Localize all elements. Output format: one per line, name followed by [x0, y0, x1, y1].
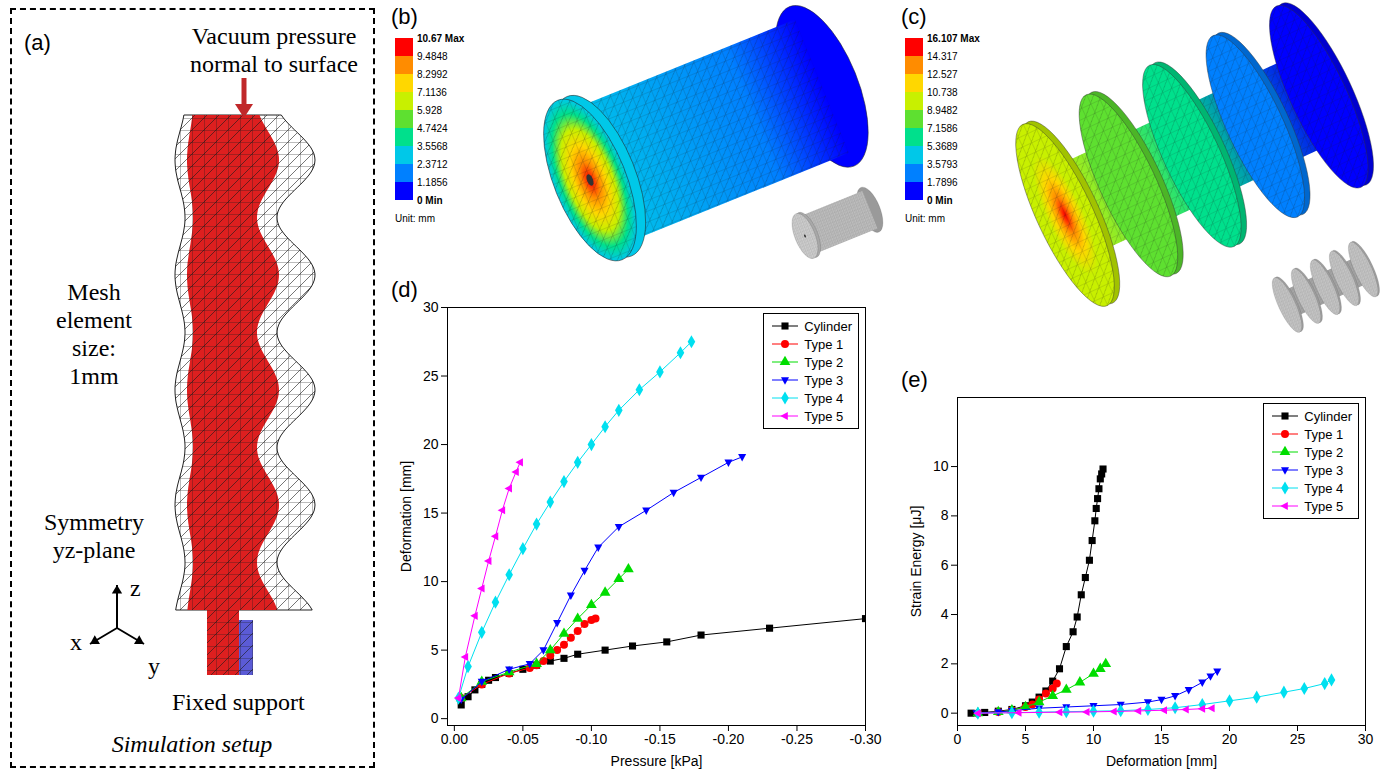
svg-text:Strain Energy [μJ]: Strain Energy [μJ] — [908, 506, 924, 618]
svg-text:5: 5 — [431, 642, 439, 658]
svg-text:10: 10 — [1086, 731, 1102, 747]
html-text:Type 2: Type 2 — [1304, 444, 1344, 460]
svg-text:10: 10 — [933, 458, 949, 474]
html-text:Type 4: Type 4 — [1304, 480, 1344, 496]
svg-text:-0.30: -0.30 — [850, 731, 882, 747]
svg-text:x: x — [70, 629, 82, 655]
svg-text:element: element — [56, 307, 132, 333]
html-text:Type 2: Type 2 — [804, 354, 844, 370]
svg-text:normal to surface: normal to surface — [190, 51, 358, 77]
svg-text:25: 25 — [1290, 731, 1306, 747]
svg-text:z: z — [130, 575, 141, 601]
svg-text:Deformation [mm]: Deformation [mm] — [398, 461, 414, 572]
svg-text:7.1136: 7.1136 — [417, 87, 447, 98]
svg-text:25: 25 — [423, 368, 439, 384]
svg-text:1mm: 1mm — [69, 363, 119, 389]
svg-text:20: 20 — [1222, 731, 1238, 747]
svg-text:(a): (a) — [24, 30, 51, 55]
svg-text:-0.20: -0.20 — [712, 731, 744, 747]
svg-text:-0.15: -0.15 — [644, 731, 676, 747]
svg-text:Deformation [mm]: Deformation [mm] — [1106, 753, 1217, 769]
svg-text:10.67 Max: 10.67 Max — [417, 33, 465, 44]
svg-text:Mesh: Mesh — [67, 279, 120, 305]
svg-text:9.4848: 9.4848 — [417, 51, 448, 62]
svg-text:0: 0 — [954, 731, 962, 747]
svg-text:20: 20 — [423, 436, 439, 452]
svg-text:Unit: mm: Unit: mm — [905, 213, 945, 224]
svg-text:size:: size: — [72, 335, 116, 361]
svg-text:(b): (b) — [391, 4, 418, 29]
html-text:Type 4: Type 4 — [804, 390, 844, 406]
svg-text:Simulation setup: Simulation setup — [112, 731, 273, 757]
svg-text:y: y — [148, 653, 160, 679]
html-text:Type 3: Type 3 — [1304, 462, 1344, 478]
html-text:Type 5: Type 5 — [804, 408, 844, 424]
svg-text:8.2992: 8.2992 — [417, 69, 448, 80]
svg-text:30: 30 — [423, 299, 439, 315]
svg-text:Vacuum pressure: Vacuum pressure — [192, 23, 357, 49]
svg-text:15: 15 — [423, 505, 439, 521]
html-text:Type 5: Type 5 — [1304, 498, 1344, 514]
svg-text:8.9482: 8.9482 — [927, 105, 958, 116]
svg-text:-0.10: -0.10 — [575, 731, 607, 747]
svg-text:0 Min: 0 Min — [927, 195, 953, 206]
svg-text:Symmetry: Symmetry — [44, 509, 144, 535]
svg-text:7.1586: 7.1586 — [927, 123, 958, 134]
svg-text:4: 4 — [941, 606, 949, 622]
svg-text:1.7896: 1.7896 — [927, 177, 958, 188]
html-text:Cylinder: Cylinder — [804, 318, 852, 334]
svg-text:10: 10 — [423, 573, 439, 589]
svg-text:5: 5 — [1022, 731, 1030, 747]
svg-text:0.00: 0.00 — [441, 731, 468, 747]
svg-text:14.317: 14.317 — [927, 51, 958, 62]
svg-text:8: 8 — [941, 507, 949, 523]
svg-text:4.7424: 4.7424 — [417, 123, 448, 134]
html-text:Type 1: Type 1 — [1304, 426, 1344, 442]
svg-text:-0.25: -0.25 — [781, 731, 813, 747]
svg-text:3.5568: 3.5568 — [417, 141, 448, 152]
svg-text:2: 2 — [941, 655, 949, 671]
svg-text:Fixed support: Fixed support — [172, 689, 305, 715]
svg-text:30: 30 — [1358, 731, 1374, 747]
html-text:(d): (d) — [391, 277, 418, 302]
svg-text:(c): (c) — [901, 4, 927, 29]
svg-text:12.527: 12.527 — [927, 69, 958, 80]
svg-text:16.107 Max: 16.107 Max — [927, 33, 980, 44]
svg-text:0: 0 — [431, 710, 439, 726]
html-text:(e): (e) — [901, 367, 928, 392]
svg-text:5.3689: 5.3689 — [927, 141, 958, 152]
svg-text:10.738: 10.738 — [927, 87, 958, 98]
svg-text:Unit: mm: Unit: mm — [395, 213, 435, 224]
svg-text:5.928: 5.928 — [417, 105, 442, 116]
svg-text:6: 6 — [941, 557, 949, 573]
html-text:Type 3: Type 3 — [804, 372, 844, 388]
svg-text:1.1856: 1.1856 — [417, 177, 448, 188]
svg-text:2.3712: 2.3712 — [417, 159, 448, 170]
html-text:Type 1: Type 1 — [804, 336, 844, 352]
svg-text:0 Min: 0 Min — [417, 195, 443, 206]
svg-text:yz-plane: yz-plane — [53, 537, 136, 563]
svg-text:3.5793: 3.5793 — [927, 159, 958, 170]
svg-text:15: 15 — [1154, 731, 1170, 747]
svg-text:0: 0 — [941, 705, 949, 721]
html-text:Cylinder: Cylinder — [1304, 408, 1352, 424]
svg-text:Pressure [kPa]: Pressure [kPa] — [611, 753, 703, 769]
svg-text:-0.05: -0.05 — [507, 731, 539, 747]
